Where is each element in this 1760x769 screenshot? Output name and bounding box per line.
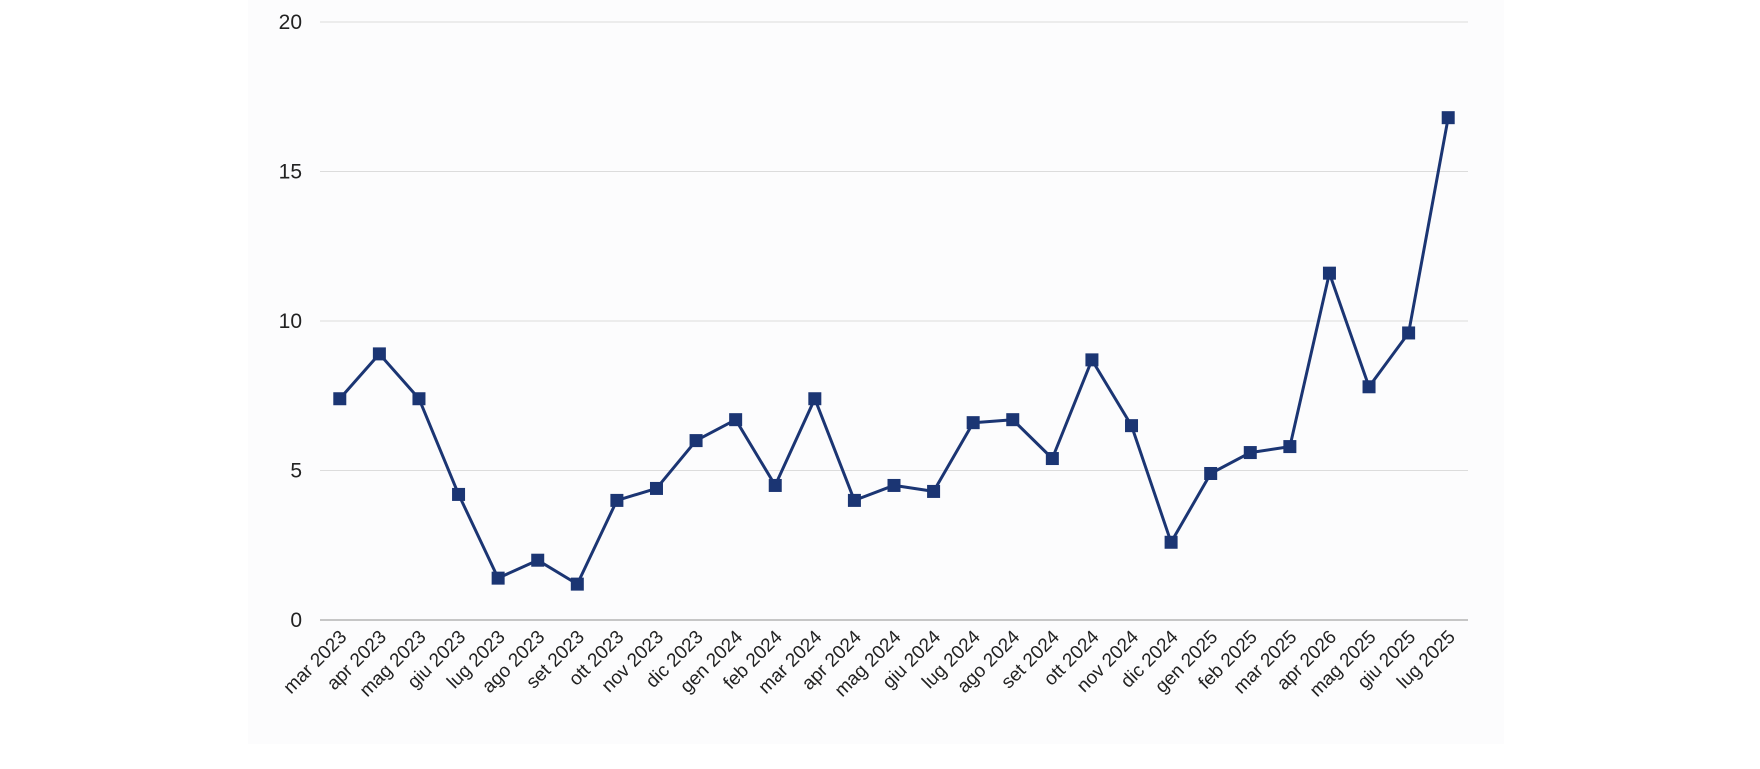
data-point [966, 416, 980, 430]
data-point [570, 577, 584, 591]
data-point [491, 571, 505, 585]
data-point [1402, 326, 1416, 340]
data-point [927, 484, 941, 498]
y-axis-tick-labels: 0 5 10 15 20 [279, 11, 302, 632]
data-point [1322, 266, 1336, 280]
series-layer [333, 111, 1455, 591]
data-point [847, 493, 861, 507]
y-tick-label: 0 [290, 609, 302, 632]
data-point [412, 392, 426, 406]
plot-background [248, 0, 1504, 744]
data-point [1243, 446, 1257, 460]
data-point [333, 392, 347, 406]
y-tick-label: 15 [279, 161, 302, 184]
data-point [1441, 111, 1455, 125]
y-tick-label: 20 [279, 11, 302, 34]
data-point [649, 481, 663, 495]
plot-background-layer [248, 0, 1504, 744]
y-tick-label: 5 [290, 460, 302, 483]
data-point [452, 487, 466, 501]
data-point [1085, 353, 1099, 367]
data-point [1283, 440, 1297, 454]
data-point [531, 553, 545, 567]
data-point [1045, 452, 1059, 466]
data-point [610, 493, 624, 507]
data-point [1006, 413, 1020, 427]
data-point [808, 392, 822, 406]
data-point [372, 347, 386, 361]
gridlines [320, 21, 1468, 621]
y-tick-label: 10 [279, 310, 302, 333]
data-point [768, 478, 782, 492]
data-point [1125, 419, 1139, 433]
data-point [887, 478, 901, 492]
data-point [689, 434, 703, 448]
data-point [1204, 466, 1218, 480]
data-point [729, 413, 743, 427]
data-point [1164, 535, 1178, 549]
data-point [1362, 380, 1376, 394]
